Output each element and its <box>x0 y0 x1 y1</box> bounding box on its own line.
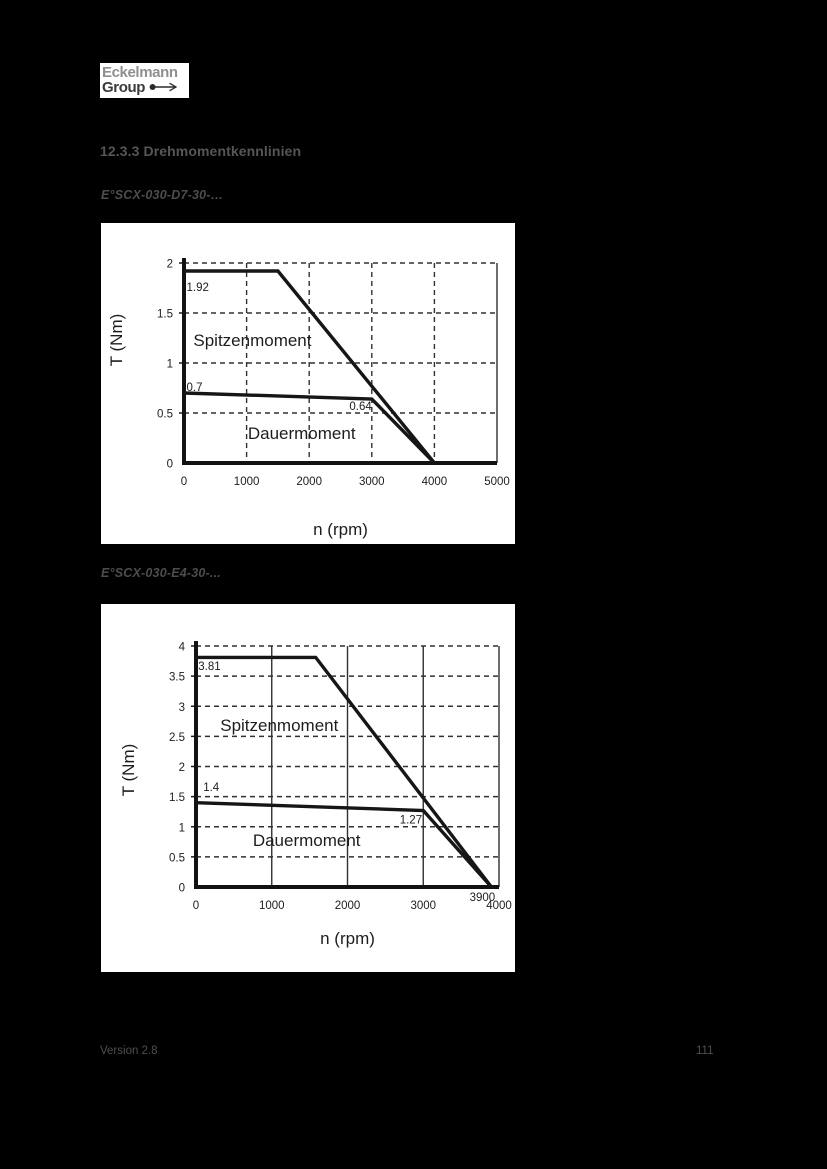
logo-line2: Group <box>102 80 187 95</box>
section-heading: 12.3.3 Drehmomentkennlinien <box>100 143 302 159</box>
y-tick-label: 1.5 <box>169 792 185 804</box>
dot-line-arrow-right-icon <box>149 80 178 95</box>
torque-curve-escx-030-d7: 0 1000 2000 3000 4000 5000 0 0.5 1 1.5 2 n (rpm) T (… <box>107 258 510 539</box>
series-label: Dauermoment <box>253 831 361 850</box>
curve-spitzenmoment <box>196 655 493 889</box>
value-label: 1.27 <box>400 815 422 827</box>
y-tick-label: 1 <box>167 359 173 371</box>
logo-line1: Eckelmann <box>102 64 178 81</box>
x-tick-label: 5000 <box>484 476 510 488</box>
torque-chart-e4: 0 1000 2000 3000 4000 0 0.5 1 1.5 2 2.5 3 3.5 4 n (rpm… <box>101 604 515 972</box>
footer-page-number: 111 <box>696 1045 714 1057</box>
x-tick-label: 1000 <box>234 476 260 488</box>
footer-version: Version 2.8 <box>100 1045 158 1057</box>
x-axis-label: n (rpm) <box>320 929 375 948</box>
y-tick-label: 0.5 <box>169 852 185 864</box>
model-subtitle-d7: E°SCX-030-D7-30-… <box>101 188 224 202</box>
y-tick-label: 0 <box>167 459 173 471</box>
series-label: Dauermoment <box>248 424 356 443</box>
x-tick-label: 4000 <box>422 476 448 488</box>
y-tick-label: 1 <box>179 822 185 834</box>
value-label: 3.81 <box>198 661 220 673</box>
value-label: 1.92 <box>187 282 209 294</box>
value-label: 3900 <box>470 892 496 904</box>
y-tick-label: 0.5 <box>157 409 173 421</box>
y-tick-label: 2.5 <box>169 732 185 744</box>
company-logo: Eckelmann Group <box>100 63 189 98</box>
x-tick-label: 2000 <box>296 476 322 488</box>
x-tick-label: 1000 <box>259 900 285 912</box>
y-tick-label: 3.5 <box>169 672 185 684</box>
value-label: 1.4 <box>203 782 220 794</box>
model-subtitle-e4: E°SCX-030-E4-30-... <box>101 566 221 580</box>
y-tick-label: 3 <box>179 702 185 714</box>
value-label: 0.64 <box>349 401 372 413</box>
torque-chart-d7: 0 1000 2000 3000 4000 5000 0 0.5 1 1.5 2 n (rpm) T (… <box>101 223 515 544</box>
y-tick-label: 1.5 <box>157 309 173 321</box>
x-tick-label: 3000 <box>359 476 385 488</box>
y-axis-label: T (Nm) <box>119 744 138 797</box>
y-tick-label: 2 <box>179 762 185 774</box>
series-label: Spitzenmoment <box>220 716 338 735</box>
logo-line2-text: Group <box>102 79 145 96</box>
x-tick-label: 0 <box>181 476 187 488</box>
curve-spitzenmoment <box>184 269 436 465</box>
curve-dauermoment <box>183 391 436 465</box>
curve-dauermoment <box>195 801 493 889</box>
x-tick-label: 4000 <box>486 900 512 912</box>
y-tick-label: 2 <box>167 259 173 271</box>
x-tick-label: 0 <box>193 900 199 912</box>
y-tick-label: 4 <box>179 642 186 654</box>
series-label: Spitzenmoment <box>193 331 311 350</box>
value-label: 0.7 <box>187 382 203 394</box>
y-axis-label: T (Nm) <box>107 314 126 367</box>
x-tick-label: 2000 <box>335 900 361 912</box>
y-tick-label: 0 <box>179 883 185 895</box>
x-tick-label: 3000 <box>410 900 436 912</box>
x-axis-label: n (rpm) <box>313 520 368 539</box>
torque-curve-escx-030-e4: 0 1000 2000 3000 4000 0 0.5 1 1.5 2 2.5 3 3.5 4 n (rpm… <box>119 641 512 948</box>
